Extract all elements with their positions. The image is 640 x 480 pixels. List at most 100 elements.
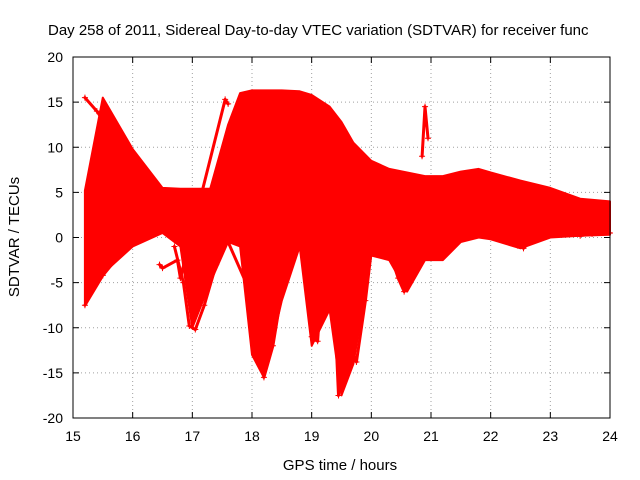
data-point bbox=[186, 322, 193, 329]
data-point bbox=[326, 243, 333, 250]
data-point bbox=[180, 279, 187, 286]
data-point bbox=[171, 211, 178, 218]
data-point bbox=[171, 243, 178, 250]
sdtvar-trace bbox=[81, 94, 160, 209]
data-point bbox=[395, 275, 402, 282]
data-point bbox=[159, 265, 166, 272]
sdtvar-trace bbox=[419, 103, 432, 160]
x-tick-label: 15 bbox=[65, 428, 81, 444]
data-point bbox=[419, 153, 426, 160]
x-tick-label: 21 bbox=[423, 428, 439, 444]
y-tick-labels: -20 -15 -10 -5 0 5 10 15 20 bbox=[43, 49, 63, 426]
sdtvar-trace bbox=[81, 205, 196, 309]
data-point bbox=[302, 243, 309, 250]
data-point bbox=[93, 108, 100, 115]
x-tick-labels: 15 16 17 18 19 20 21 22 23 24 bbox=[65, 428, 618, 444]
data-point bbox=[314, 338, 321, 345]
sdtvar-trace bbox=[341, 248, 375, 366]
x-tick-label: 22 bbox=[483, 428, 499, 444]
data-point bbox=[201, 302, 208, 309]
y-tick-label: -15 bbox=[43, 365, 63, 381]
x-tick-label: 20 bbox=[364, 428, 380, 444]
data-point bbox=[192, 326, 199, 333]
data-point bbox=[117, 250, 124, 257]
data-point bbox=[225, 100, 232, 107]
data-point bbox=[401, 288, 408, 295]
y-tick-label: 0 bbox=[55, 230, 63, 246]
x-tick-label: 17 bbox=[185, 428, 201, 444]
y-tick-label: 15 bbox=[47, 94, 63, 110]
data-point bbox=[407, 270, 414, 277]
sdtvar-trace bbox=[171, 229, 232, 333]
data-point bbox=[174, 257, 181, 264]
sdtvar-trace bbox=[302, 243, 327, 345]
data-point bbox=[278, 288, 285, 295]
data-point bbox=[425, 135, 432, 142]
data-point bbox=[362, 297, 369, 304]
data-point bbox=[243, 279, 250, 286]
data-point bbox=[601, 229, 608, 236]
axis-ticks bbox=[72, 56, 611, 419]
x-tick-label: 24 bbox=[602, 428, 618, 444]
data-point bbox=[514, 242, 521, 249]
data-point bbox=[505, 236, 512, 243]
sdtvar-trace bbox=[386, 243, 420, 295]
data-point bbox=[225, 229, 232, 236]
sdtvar-trace bbox=[225, 239, 297, 381]
sdtvar-trace bbox=[505, 236, 533, 252]
data-point bbox=[338, 369, 345, 376]
x-tick-label: 19 bbox=[304, 428, 320, 444]
data-point bbox=[213, 261, 220, 268]
data-point bbox=[156, 261, 163, 268]
y-tick-label: 5 bbox=[55, 184, 63, 200]
sdtvar-trace bbox=[326, 243, 351, 399]
data-point bbox=[320, 252, 327, 259]
x-tick-label: 16 bbox=[125, 428, 141, 444]
data-point bbox=[135, 234, 142, 241]
data-point bbox=[368, 248, 375, 255]
data-point bbox=[177, 275, 184, 282]
y-tick-label: -10 bbox=[43, 320, 63, 336]
x-axis-label: GPS time / hours bbox=[283, 457, 397, 474]
chart-title: Day 258 of 2011, Sidereal Day-to-day VTE… bbox=[48, 22, 589, 39]
y-tick-label: -5 bbox=[51, 275, 64, 291]
y-tick-label: 20 bbox=[47, 49, 63, 65]
data-point bbox=[99, 272, 106, 279]
data-point bbox=[332, 324, 339, 331]
data-layer bbox=[81, 89, 613, 399]
data-point bbox=[347, 342, 354, 349]
trace-line bbox=[304, 245, 326, 343]
x-tick-label: 18 bbox=[244, 428, 260, 444]
data-point bbox=[526, 239, 533, 246]
data-point bbox=[225, 239, 232, 246]
data-point bbox=[386, 248, 393, 255]
data-point bbox=[577, 232, 584, 239]
data-point bbox=[520, 245, 527, 252]
data-point bbox=[251, 324, 258, 331]
data-point bbox=[290, 243, 297, 250]
data-point bbox=[189, 205, 196, 212]
data-point bbox=[81, 302, 88, 309]
trace-line bbox=[507, 237, 531, 250]
data-point bbox=[413, 243, 420, 250]
trace-line bbox=[420, 105, 430, 158]
data-point bbox=[141, 186, 148, 193]
data-point bbox=[308, 333, 315, 340]
data-point bbox=[153, 202, 160, 209]
data-point bbox=[589, 230, 596, 237]
y-axis-label: SDTVAR / TECUs bbox=[6, 177, 23, 297]
data-point bbox=[81, 94, 88, 101]
data-point bbox=[335, 392, 342, 399]
data-point bbox=[341, 252, 348, 259]
y-tick-label: -20 bbox=[43, 410, 63, 426]
data-point bbox=[222, 96, 229, 103]
data-point bbox=[353, 359, 360, 366]
data-point bbox=[129, 166, 136, 173]
data-point bbox=[422, 103, 429, 110]
data-point bbox=[153, 220, 160, 227]
data-point bbox=[260, 374, 267, 381]
sdtvar-trace bbox=[156, 96, 232, 282]
data-point bbox=[117, 146, 124, 153]
data-point bbox=[565, 230, 572, 237]
sdtvar-envelope bbox=[83, 89, 611, 397]
